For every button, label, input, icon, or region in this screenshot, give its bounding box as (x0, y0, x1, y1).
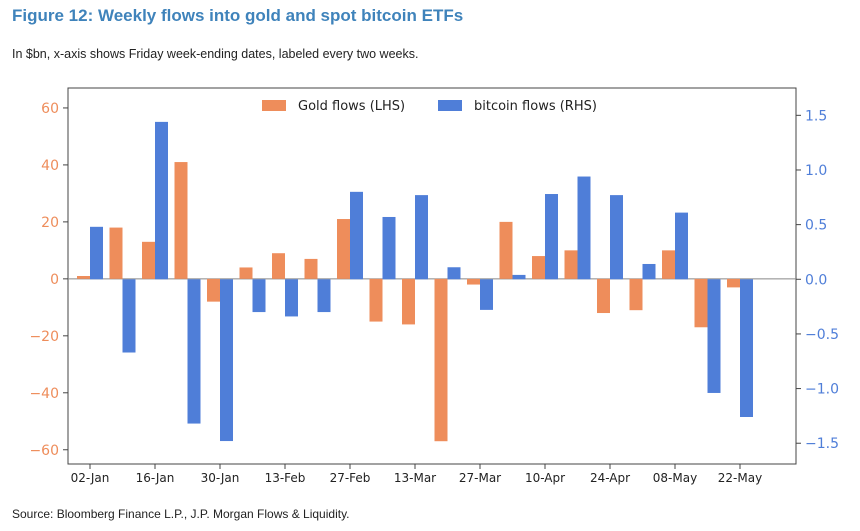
left-tick-label: −20 (29, 329, 59, 345)
bitcoin-bar-13-Mar (415, 195, 428, 280)
gold-bar-13-Feb (272, 253, 285, 279)
bitcoin-bar-01-May (642, 263, 656, 280)
bitcoin-bar-10-Apr (545, 194, 558, 280)
bitcoin-bar-27-Mar (480, 279, 493, 310)
right-tick-label: 1.5 (805, 108, 827, 124)
bitcoin-bar-09-Jan (122, 279, 136, 353)
left-tick-label: −40 (29, 386, 59, 402)
bitcoin-bar-22-May (740, 279, 753, 417)
left-tick-label: 40 (41, 158, 59, 174)
right-tick-label: 0.5 (805, 218, 827, 234)
right-tick-label: 0.0 (805, 272, 827, 288)
x-tick-label: 08-May (653, 471, 697, 485)
bitcoin-bar-20-Mar (447, 267, 461, 280)
bitcoin-bar-27-Feb (350, 191, 363, 280)
x-tick-label: 22-May (718, 471, 762, 485)
bitcoin-bar-02-Jan (90, 226, 103, 280)
bitcoin-bar-16-Jan (155, 121, 168, 280)
gold-bar-27-Mar (467, 278, 480, 285)
gold-bar-27-Feb (337, 219, 350, 279)
right-tick-label: −1.0 (805, 382, 839, 398)
left-tick-label: 0 (50, 272, 59, 288)
gold-bar-23-Jan (174, 162, 188, 279)
gold-bar-15-May (694, 278, 708, 328)
bitcoin-bar-03-Apr (512, 274, 526, 280)
bitcoin-bar-20-Feb (317, 279, 331, 313)
gold-bar-03-Apr (499, 221, 513, 279)
left-tick-label: −60 (29, 443, 59, 459)
plot-frame (67, 87, 797, 465)
chart-title: Figure 12: Weekly flows into gold and sp… (12, 6, 464, 25)
right-tick-label: −0.5 (805, 327, 839, 343)
gold-bar-16-Jan (142, 241, 155, 279)
legend-label-gold: Gold flows (LHS) (298, 99, 405, 114)
gold-bar-01-May (629, 278, 643, 311)
x-tick-label: 24-Apr (590, 471, 630, 485)
x-tick-label: 30-Jan (201, 471, 240, 485)
left-tick-label: 20 (41, 215, 59, 231)
gold-bar-20-Mar (434, 278, 448, 442)
bitcoin-bar-13-Feb (285, 279, 298, 317)
legend-swatch-gold (262, 100, 286, 111)
chart-subtitle: In $bn, x-axis shows Friday week-ending … (12, 47, 419, 61)
bitcoin-bar-06-Mar (382, 216, 396, 280)
legend-swatch-bitcoin (438, 100, 462, 111)
gold-bar-10-Apr (532, 256, 545, 279)
x-tick-label: 27-Feb (330, 471, 371, 485)
source-note: Source: Bloomberg Finance L.P., J.P. Mor… (12, 507, 350, 521)
gold-bar-22-May (727, 278, 740, 288)
x-tick-label: 13-Feb (265, 471, 306, 485)
bitcoin-bar-30-Jan (220, 279, 233, 442)
legend-label-bitcoin: bitcoin flows (RHS) (474, 99, 597, 114)
gold-bar-24-Apr (597, 278, 610, 314)
legend: Gold flows (LHS) bitcoin flows (RHS) (262, 99, 597, 114)
gold-bar-08-May (662, 250, 675, 279)
gold-bar-06-Mar (369, 278, 383, 322)
gold-bar-02-Jan (77, 276, 90, 279)
x-tick-label: 27-Mar (459, 471, 501, 485)
gold-bar-17-Apr (564, 250, 578, 279)
gold-bar-06-Feb (239, 267, 253, 279)
right-tick-label: 1.0 (805, 163, 827, 179)
gold-bar-20-Feb (304, 258, 318, 279)
gold-bar-09-Jan (109, 227, 123, 279)
bitcoin-bar-06-Feb (252, 279, 266, 313)
x-tick-label: 16-Jan (136, 471, 175, 485)
right-tick-label: −1.5 (805, 436, 839, 452)
gold-bar-13-Mar (402, 278, 415, 325)
x-tick-label: 02-Jan (71, 471, 110, 485)
gold-bar-30-Jan (207, 278, 220, 302)
x-tick-label: 13-Mar (394, 471, 436, 485)
bitcoin-bar-08-May (675, 212, 688, 280)
x-tick-label: 10-Apr (525, 471, 565, 485)
bitcoin-bar-24-Apr (610, 195, 623, 280)
left-tick-label: 60 (41, 101, 59, 117)
bitcoin-bar-23-Jan (187, 279, 201, 424)
bitcoin-bar-17-Apr (577, 176, 591, 280)
bitcoin-bar-15-May (707, 279, 721, 393)
